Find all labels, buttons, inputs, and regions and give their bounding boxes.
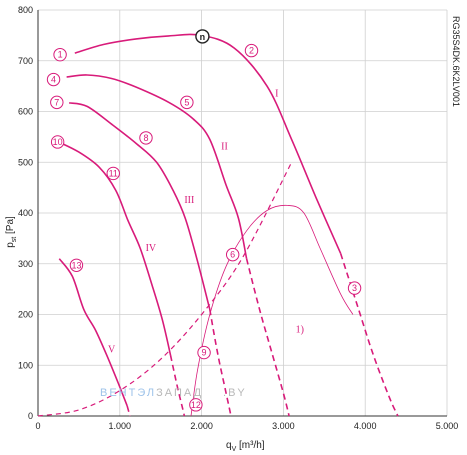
marker-circle — [50, 95, 64, 110]
marker-circle — [69, 258, 84, 272]
marker-label: 11 — [109, 168, 118, 178]
curve-label-i: I — [275, 88, 278, 99]
y-tick-label: 0 — [28, 411, 33, 421]
marker-label: 13 — [71, 260, 81, 270]
marker-circle — [189, 398, 203, 412]
marker-label: 4 — [51, 75, 56, 85]
optimum-marker-label: n — [200, 32, 206, 42]
marker-label: 6 — [230, 250, 235, 260]
marker-circle — [139, 131, 153, 145]
y-tick-label: 800 — [18, 5, 33, 15]
marker-circle — [197, 345, 211, 360]
marker-circle — [180, 95, 194, 110]
model-code: RG35S4DK.6K2LV001 — [451, 16, 461, 107]
marker-circle — [244, 43, 259, 58]
fan-curve-iii — [68, 102, 211, 310]
x-tick-label: 2.000 — [190, 421, 213, 431]
x-tick-label: 1.000 — [109, 421, 132, 431]
marker-label: 10 — [53, 137, 63, 147]
marker-label: 8 — [143, 133, 148, 143]
dashed-extension — [209, 309, 232, 417]
y-tick-label: 600 — [18, 107, 33, 117]
curve-label-ii: II — [221, 142, 228, 153]
marker-label: 7 — [54, 97, 59, 107]
system-curve-thin — [190, 204, 354, 417]
dashed-extension — [339, 253, 399, 417]
marker-circle — [50, 135, 65, 149]
grid — [37, 9, 448, 417]
annotation-note: 1) — [296, 324, 304, 335]
marker-circle — [225, 247, 240, 262]
x-tick-label: 5.000 — [436, 421, 459, 431]
curve-label-iii: III — [184, 195, 194, 206]
system-curves — [37, 162, 354, 417]
x-tick-label: 4.000 — [354, 421, 377, 431]
marker-circle — [53, 47, 67, 62]
y-axis-title: pst [Pa] — [5, 216, 18, 248]
marker-label: 2 — [249, 46, 254, 56]
fan-curve-i — [74, 33, 342, 254]
marker-label: 1 — [58, 50, 63, 60]
x-tick-label: 3.000 — [272, 421, 295, 431]
marker-circle — [106, 166, 120, 181]
x-axis-title: qV [m³/h] — [226, 440, 265, 453]
y-tick-label: 200 — [18, 310, 33, 320]
marker-label: 5 — [184, 97, 189, 107]
dashed-extensions — [126, 253, 399, 417]
x-tick-label: 0 — [35, 421, 40, 431]
marker-circle — [347, 281, 362, 295]
curve-label-iv: IV — [146, 243, 157, 254]
fan-curve-ii — [66, 74, 248, 259]
y-tick-label: 300 — [18, 259, 33, 269]
marker-label: 3 — [352, 283, 357, 293]
y-tick-label: 100 — [18, 360, 33, 370]
y-tick-label: 500 — [18, 157, 33, 167]
dashed-extension — [126, 405, 131, 417]
marker-circle — [46, 72, 61, 87]
y-tick-label: 700 — [18, 56, 33, 66]
fan-curve-v — [58, 258, 128, 407]
y-tick-label: 400 — [18, 208, 33, 218]
marker-label: 12 — [191, 400, 201, 410]
fan-curves — [58, 33, 342, 407]
curve-label-v: V — [108, 345, 116, 356]
marker-label: 9 — [202, 348, 207, 358]
dashed-extension — [245, 258, 290, 417]
dashed-extension — [169, 354, 186, 417]
system-curve-dashed — [37, 162, 293, 417]
axes: 0 1.000 2.000 3.000 4.000 5.000 0 100 200 300 400 5… — [18, 5, 458, 431]
optimum-marker-circle — [195, 29, 210, 44]
watermark: ВЕНТЭЛЗАПАД .BY — [100, 387, 247, 399]
fan-curve-iv — [58, 141, 172, 356]
